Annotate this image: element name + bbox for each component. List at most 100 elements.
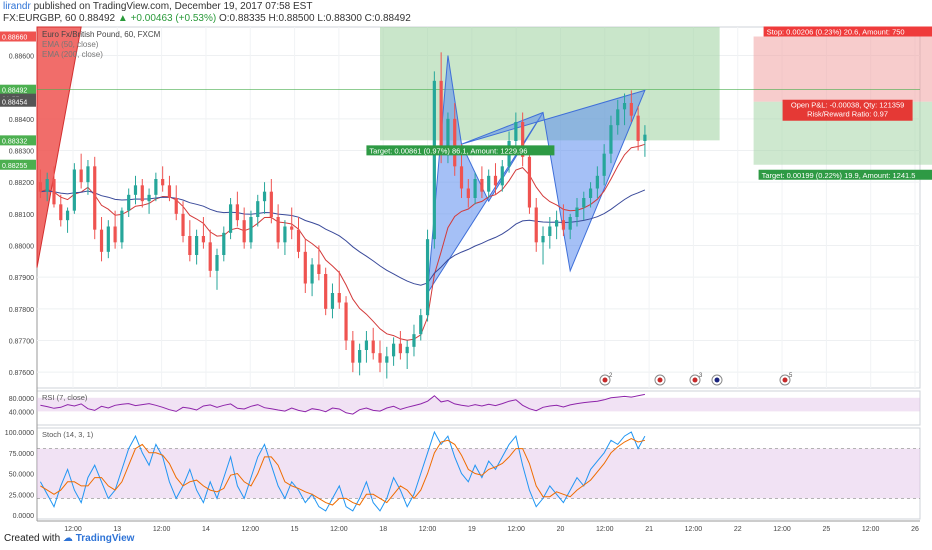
candle-body <box>609 125 613 154</box>
event-count-label: 3 <box>699 373 703 379</box>
candle-body <box>256 201 260 217</box>
price-tick-label: 0.87900 <box>9 275 34 282</box>
event-flag-dot <box>602 377 608 383</box>
candle-body <box>276 217 280 243</box>
candle-body <box>629 103 633 116</box>
time-tick-label: 26 <box>911 526 919 533</box>
candle-body <box>222 232 226 255</box>
price-tick-label: 0.87700 <box>9 339 34 346</box>
candle-body <box>317 264 321 274</box>
short-stop-label: Stop: 0.00206 (0.23%) 20.6, Amount: 750 <box>767 28 905 37</box>
candle-body <box>425 239 430 316</box>
price-change: ▲ +0.00463 (+0.53%) <box>117 13 217 24</box>
time-tick-label: 14 <box>202 526 210 533</box>
rsi-line <box>40 393 646 415</box>
chart-title: Euro Fx/British Pound, 60, FXCM <box>42 30 161 39</box>
candle-body <box>555 220 559 227</box>
price-tag-text: 0.88454 <box>2 100 27 107</box>
time-tick-label: 18 <box>379 526 387 533</box>
candle-body <box>269 191 273 217</box>
tradingview-brand[interactable]: TradingView <box>75 533 135 544</box>
candle-body <box>412 334 416 347</box>
time-tick-label: 12:00 <box>330 526 348 533</box>
event-count-label: 2 <box>609 373 613 379</box>
candle-body <box>86 166 90 183</box>
stoch-tick-label: 50.0000 <box>9 472 34 479</box>
ohlc-values: O:0.88335 H:0.88500 L:0.88300 C:0.88492 <box>218 13 411 24</box>
candle-body <box>290 226 294 230</box>
candle-body <box>140 185 144 202</box>
candle-body <box>568 217 572 230</box>
candle-body <box>330 293 335 309</box>
short-stop-zone <box>753 36 932 102</box>
price-tag-text: 0.88255 <box>2 163 27 170</box>
candle-body <box>72 169 76 211</box>
price-tick-label: 0.87600 <box>9 370 34 377</box>
event-flag-dot <box>714 377 720 383</box>
long-target-label-box <box>366 145 555 156</box>
time-tick-label: 21 <box>645 526 653 533</box>
candle-body <box>127 194 131 211</box>
candle-body <box>106 226 110 252</box>
time-tick-label: 12:00 <box>64 526 82 533</box>
candle-body <box>188 236 192 255</box>
price-tag-text: 0.88332 <box>2 138 27 145</box>
author-link[interactable]: lirandr <box>3 1 31 12</box>
candle-body <box>371 340 375 354</box>
candle-body <box>432 80 436 240</box>
candle-body <box>385 356 389 363</box>
candle-body <box>459 166 464 189</box>
candle-body <box>161 179 165 186</box>
candle-body <box>249 217 253 243</box>
time-tick-label: 22 <box>734 526 742 533</box>
candle-body <box>453 118 457 167</box>
candle-body <box>52 179 56 205</box>
candle-body <box>466 188 470 198</box>
candle-body <box>582 198 586 208</box>
rsi-tick-label: 40.0000 <box>9 409 34 416</box>
candle-body <box>391 343 396 357</box>
candle-body <box>120 210 124 243</box>
candle-body <box>262 191 267 202</box>
candle-body <box>534 207 538 243</box>
candle-body <box>93 166 97 230</box>
candle-body <box>208 242 212 271</box>
candle-body <box>242 220 246 243</box>
candle-body <box>487 175 491 192</box>
time-tick-label: 12:00 <box>596 526 614 533</box>
event-count-label: 5 <box>789 373 793 379</box>
short-stop-label-box <box>763 26 932 37</box>
candle-body <box>493 175 498 186</box>
stoch-tick-label: 75.0000 <box>9 451 34 458</box>
candle-body <box>521 122 525 157</box>
candle-body <box>181 213 185 236</box>
candle-body <box>195 236 199 255</box>
time-tick-label: 12:00 <box>153 526 171 533</box>
stoch-tick-label: 25.0000 <box>9 492 34 499</box>
time-tick-label: 12:00 <box>507 526 525 533</box>
symbol-text: FX:EURGBP, 60 <box>3 13 79 24</box>
candle-body <box>602 153 606 176</box>
candle-body <box>473 179 477 198</box>
candle-body <box>541 236 545 243</box>
stoch-tick-label: 100.0000 <box>5 430 34 437</box>
candle-body <box>99 229 104 252</box>
candle-body <box>38 182 42 192</box>
candle-body <box>527 156 532 208</box>
candle-body <box>235 204 239 221</box>
last-price: 0.88492 <box>78 13 116 24</box>
ema-50-legend: EMA (50, close) <box>42 40 99 49</box>
candle-body <box>283 226 287 243</box>
time-tick-label: 12:00 <box>862 526 880 533</box>
price-tick-label: 0.88200 <box>9 180 34 187</box>
candle-body <box>405 346 409 354</box>
candle-body <box>215 255 219 271</box>
candle-body <box>575 207 579 217</box>
rsi-band <box>37 397 920 412</box>
candle-body <box>398 343 402 354</box>
open-pl-label: Open P&L: -0.00038, Qty: 121359 <box>791 101 904 110</box>
candle-body <box>378 353 382 363</box>
price-tag-box <box>0 96 36 107</box>
price-tag-text: 0.88660 <box>2 35 27 42</box>
